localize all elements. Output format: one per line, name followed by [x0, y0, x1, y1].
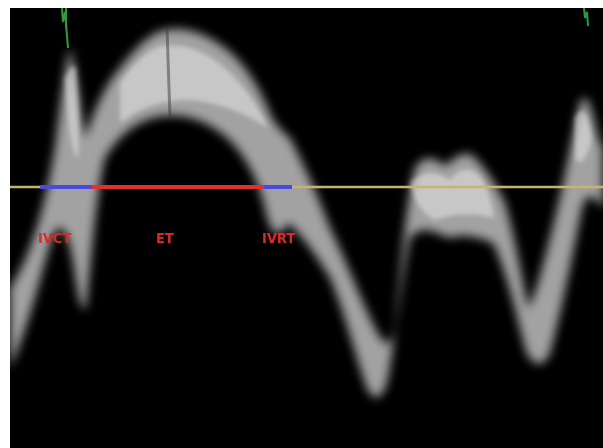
- ecg-marker-icon: [583, 8, 589, 27]
- ivrt-label: IVRT: [262, 232, 296, 247]
- ivct-label: IVCT: [38, 232, 72, 247]
- ecg-marker-icon: [61, 8, 69, 49]
- doppler-signal-band: [10, 28, 603, 398]
- signal-ridge: [165, 27, 172, 119]
- doppler-signal-core: [65, 45, 592, 220]
- doppler-trace: [10, 8, 603, 398]
- et-label: ET: [156, 232, 174, 247]
- tissue-doppler-panel: IVCT ET IVRT: [10, 8, 603, 448]
